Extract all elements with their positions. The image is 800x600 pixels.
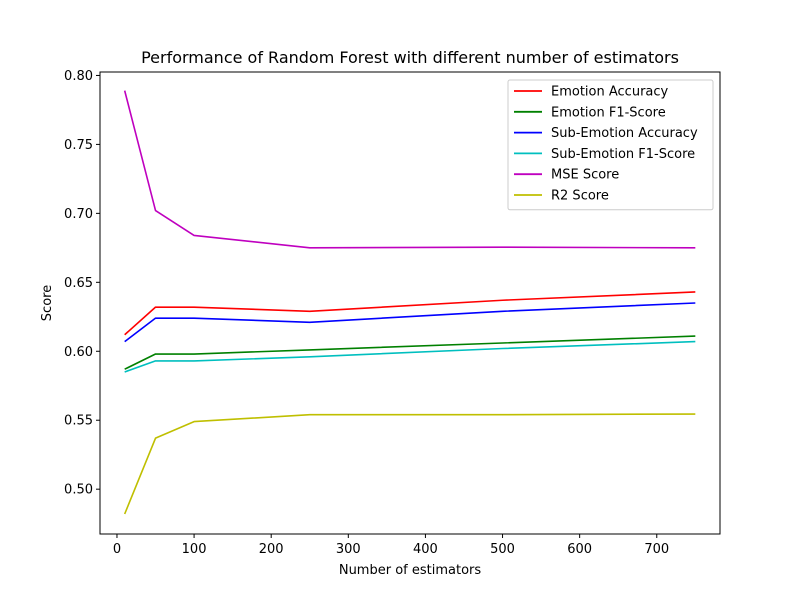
y-axis-label: Score <box>40 285 55 321</box>
x-tick-label: 300 <box>336 542 361 557</box>
x-tick-label: 400 <box>413 542 438 557</box>
x-tick-label: 500 <box>490 542 515 557</box>
legend-label: MSE Score <box>551 168 619 183</box>
x-axis: 0 100 200 300 400 500 600 700 <box>113 534 669 557</box>
x-axis-label: Number of estimators <box>339 563 482 578</box>
legend-label: R2 Score <box>551 189 609 204</box>
y-tick-label: 0.60 <box>64 345 93 360</box>
x-tick-label: 100 <box>182 542 207 557</box>
x-tick-label: 600 <box>567 542 592 557</box>
series-line-3 <box>124 340 696 373</box>
legend-label: Sub-Emotion F1-Score <box>551 147 695 162</box>
y-tick-label: 0.65 <box>64 276 93 291</box>
y-tick-label: 0.80 <box>64 69 93 84</box>
y-tick-label: 0.75 <box>64 138 93 153</box>
x-tick-label: 0 <box>113 542 121 557</box>
y-tick-label: 0.55 <box>64 414 93 429</box>
legend-label: Sub-Emotion Accuracy <box>551 126 698 141</box>
chart-title: Performance of Random Forest with differ… <box>141 48 679 67</box>
legend-label: Emotion Accuracy <box>551 85 669 100</box>
legend: Emotion Accuracy Emotion F1-Score Sub-Emot… <box>507 79 714 211</box>
series-line-1 <box>124 335 696 370</box>
series-line-4 <box>123 90 696 249</box>
series-line-2 <box>124 302 696 343</box>
plot-area <box>123 90 696 515</box>
legend-box <box>507 79 714 211</box>
series-line-5 <box>123 413 696 515</box>
y-axis: 0.50 0.55 0.60 0.65 0.70 0.75 0.80 <box>64 69 100 498</box>
x-tick-label: 200 <box>259 542 284 557</box>
series-line-0 <box>124 291 696 336</box>
x-tick-label: 700 <box>644 542 669 557</box>
legend-label: Emotion F1-Score <box>551 105 666 120</box>
plot-frame <box>99 71 721 535</box>
y-tick-label: 0.70 <box>64 207 93 222</box>
y-tick-label: 0.50 <box>64 483 93 498</box>
